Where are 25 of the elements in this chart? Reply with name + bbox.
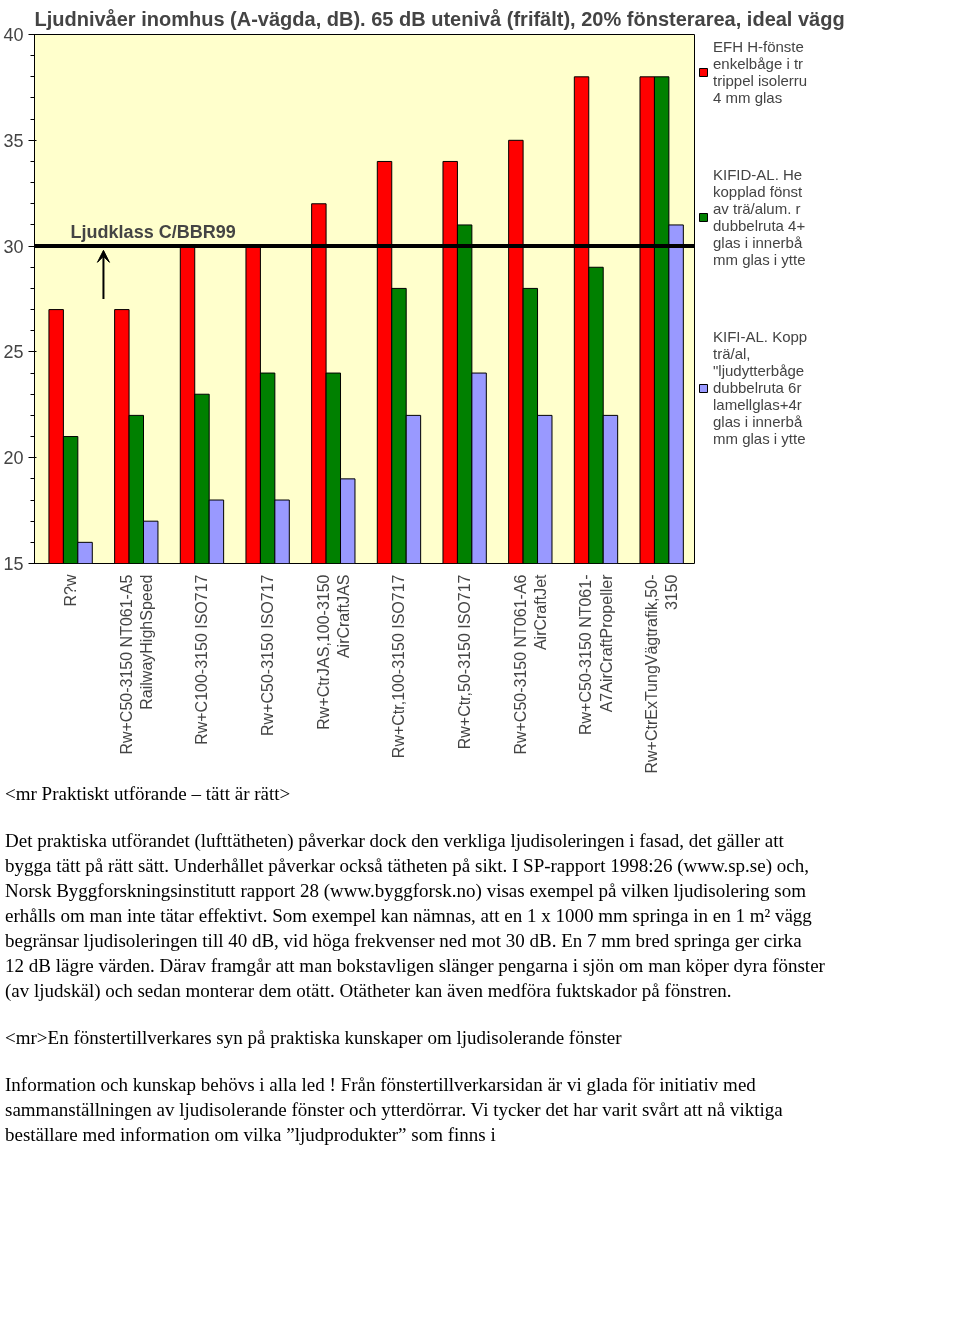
x-tick-label: Rw+C50-3150 NT061-A5 RailwayHighSpeed: [117, 574, 155, 755]
y-tick-label: 30: [3, 236, 24, 257]
text: <mr Praktiskt utförande – tätt är rätt>: [5, 782, 292, 806]
x-tick-label: Rw+Ctr,100-3150 ISO717: [390, 574, 408, 759]
x-tick-label: Rw+CtrJAS,100-3150 AirCraftJAS: [314, 574, 353, 730]
ref-line-label: Ljudklass C/BBR99: [70, 222, 236, 243]
text: <mr>En fönstertillverkares syn på praktiska kunskaper om ljudisolerande fönster: [5, 1026, 623, 1050]
legend-label: KIFI-AL. Kopp trä/al, "ljudytterbåge dubbelruta 6r lamellglas+4r glas i innerbå mm glas i ytte: [713, 328, 808, 447]
y-tick-label: 35: [3, 130, 24, 151]
x-tick-label: R?w: [62, 574, 80, 607]
x-tick-label: Rw+C50-3150 NT061-A6 AirCraftJet: [511, 573, 550, 755]
text: Det praktiska utförandet (lufttätheten) påverkar dock den verkliga ljudisoleringen i fasad, det gäller att bygga tätt på rätt sätt. Underhållet påverkar också tätheten på sikt. I SP-rapport 1998:26 (www.sp.se) och, Norsk Byggforskningsinstitutt rapport 28 (www.byggforsk.no) visas exempel på vilken ljudisolering som erhålls om man inte tätar effektivt. Som exempel kan nämnas, att en 1 x 1000 mm springa in en 1 m² vägg begränsar ljudisoleringen till 40 dB, vid höga frekvenser ned mot 30 dB. En 7 mm bred springa ger cirka 12 dB lägre värden. Därav framgår att man bokstavligen slänger pengarna i sjön om man köper dyra fönster (av ljudskäl) och sedan monterar dem otätt. Otätheter kan även medföra fuktskador på fönstren.: [5, 829, 825, 1003]
y-tick-label: 20: [3, 448, 24, 469]
text: Information och kunskap behövs i alla led ! Från fönstertillverkarsidan är vi glada för initiativ med sammanställningen av ljudisolerande fönster och ytterdörrar. Vi tycker det har varit svårt att nå viktiga beställare med information om vilka ”ljudprodukter” som finns i: [5, 1073, 784, 1147]
legend-label: KIFID-AL. He kopplad fönst av trä/alum. r dubbelruta 4+ glas i innerbå mm glas i ytte: [713, 166, 806, 268]
y-tick-label: 40: [3, 25, 24, 45]
x-tick-label: Rw+C100-3150 ISO717: [193, 574, 211, 745]
legend-label: EFH H-fönste enkelbåge i tr trippel isolerru 4 mm glas: [713, 38, 808, 106]
x-tick-label: Rw+C50-3150 ISO717: [259, 574, 277, 736]
chart-title: Ljudnivåer inomhus (A-vägda, dB). 65 dB utenivå (frifält), 20% fönsterarea, ideal vägg: [34, 7, 845, 30]
y-tick-label: 25: [3, 342, 24, 363]
x-tick-label: Rw+C50-3150 NT061- A7AirCraftPropeller: [577, 573, 615, 736]
y-tick-label: 15: [3, 554, 24, 574]
x-tick-label: Rw+Ctr,50-3150 ISO717: [456, 574, 474, 750]
x-tick-label: Rw+CtrExTungVägtrafik,50- 3150: [642, 574, 681, 774]
